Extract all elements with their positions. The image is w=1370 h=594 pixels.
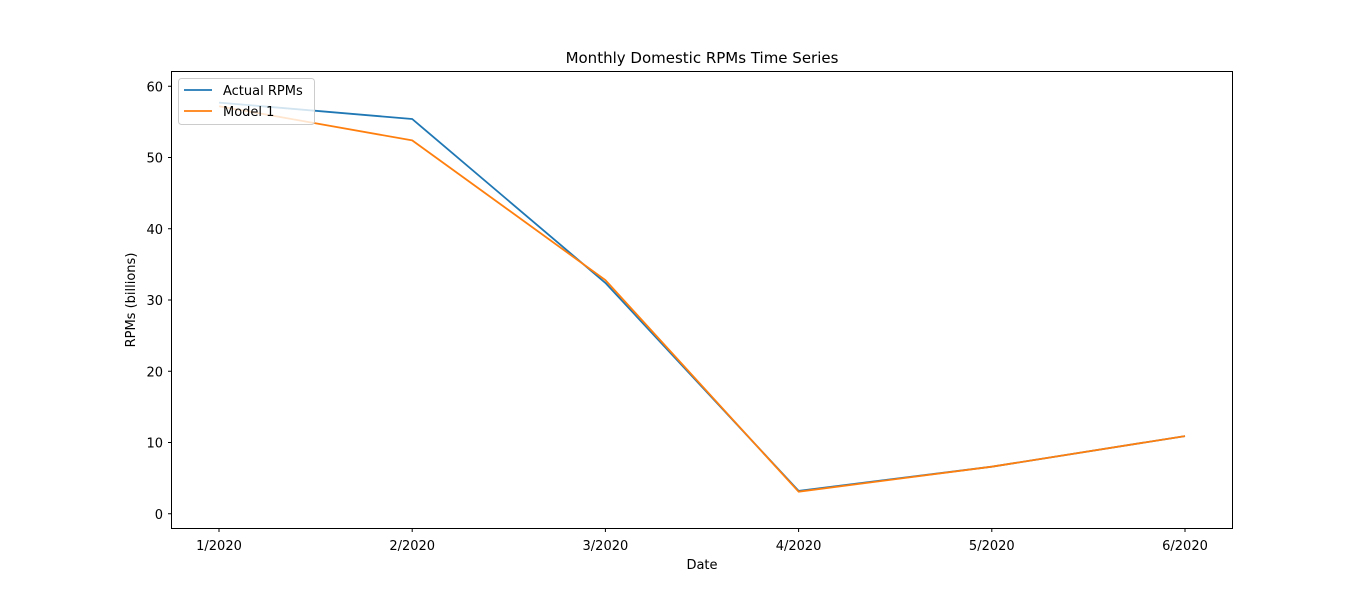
y-tick-label: 30 bbox=[146, 294, 163, 309]
y-tick-label: 40 bbox=[146, 223, 163, 238]
x-tick-label: 2/2020 bbox=[389, 539, 435, 554]
y-tick-label: 20 bbox=[146, 365, 163, 380]
y-tick-label: 50 bbox=[146, 152, 163, 167]
y-tick-label: 60 bbox=[146, 80, 163, 95]
y-axis: 0 10 20 30 40 50 60 bbox=[146, 80, 172, 523]
x-tick-label: 4/2020 bbox=[776, 539, 822, 554]
legend: Actual RPMs Model 1 bbox=[178, 78, 315, 125]
chart-title: Monthly Domestic RPMs Time Series bbox=[566, 49, 839, 67]
plot-frame bbox=[171, 71, 1233, 529]
legend-label: Model 1 bbox=[223, 105, 274, 120]
x-tick-label: 5/2020 bbox=[969, 539, 1015, 554]
series-line-model-1 bbox=[218, 105, 1186, 493]
x-axis-label: Date bbox=[686, 558, 717, 573]
y-tick-label: 0 bbox=[155, 508, 163, 523]
x-tick-label: 3/2020 bbox=[583, 539, 629, 554]
x-axis: 1/2020 2/2020 3/2020 4/2020 5/2020 6/2020 bbox=[196, 528, 1208, 554]
x-tick-label: 1/2020 bbox=[196, 539, 242, 554]
series-line-actual-rpms bbox=[218, 101, 1186, 492]
y-axis-label: RPMs (billions) bbox=[124, 253, 139, 348]
legend-box bbox=[178, 78, 315, 125]
y-tick-label: 10 bbox=[146, 437, 163, 452]
legend-label: Actual RPMs bbox=[223, 84, 303, 99]
x-tick-label: 6/2020 bbox=[1162, 539, 1208, 554]
